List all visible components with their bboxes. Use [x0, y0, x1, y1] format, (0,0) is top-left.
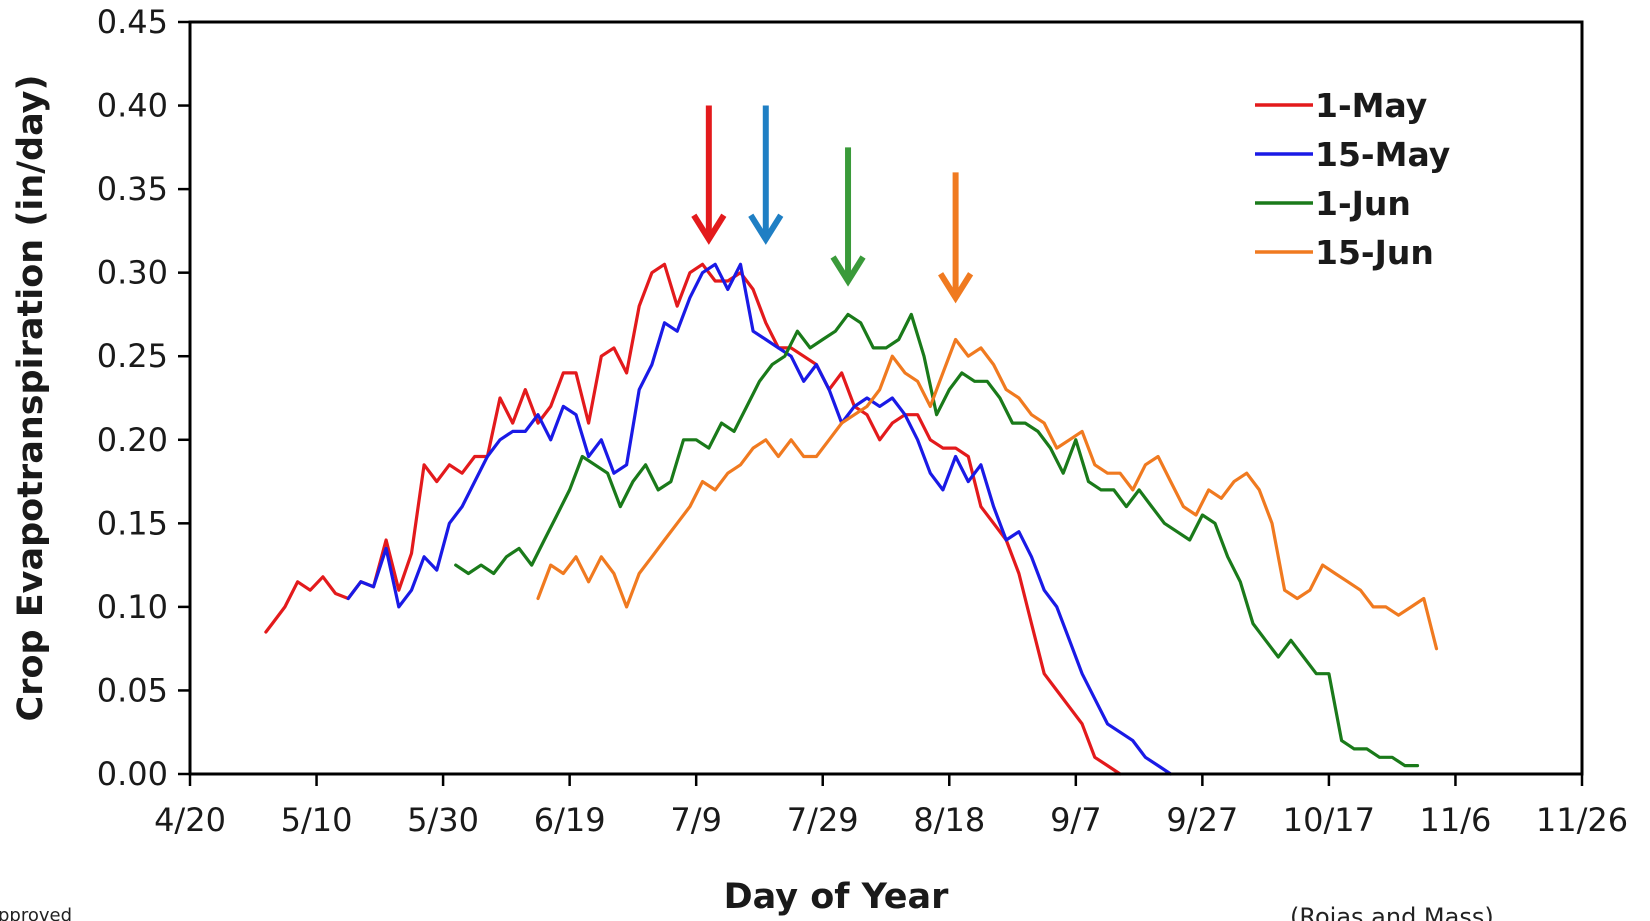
x-tick-label: 5/30 [407, 801, 479, 839]
annotation-arrows [691, 105, 974, 304]
corner-text: pproved [0, 905, 72, 921]
legend-item-15-jun: 15-Jun [1255, 233, 1434, 272]
series-line-15-jun [536, 337, 1439, 651]
legend-item-15-may: 15-May [1255, 135, 1450, 174]
x-tick-label: 7/29 [787, 801, 859, 839]
peak-arrow-3 [830, 147, 866, 287]
arrow-head [691, 213, 727, 245]
legend-label: 1-Jun [1315, 184, 1411, 223]
peak-arrow-4 [938, 172, 974, 304]
y-tick-label: 0.45 [97, 3, 168, 41]
peak-arrow-2 [748, 105, 784, 245]
y-tick-label: 0.00 [97, 755, 168, 793]
y-tick-label: 0.40 [97, 87, 168, 125]
legend-label: 15-May [1315, 135, 1450, 174]
y-axis-ticks: 0.00 0.05 0.10 0.15 0.20 0.25 0.30 0.35 0.40 0.45 [97, 3, 190, 793]
y-axis-title: Crop Evapotranspiration (in/day) [11, 75, 51, 722]
series-line-15-may [346, 262, 1173, 776]
legend-item-1-may: 1-May [1255, 86, 1427, 125]
y-tick-label: 0.25 [97, 337, 168, 375]
x-axis-ticks: 4/20 5/10 5/30 6/19 7/9 7/29 8/18 9/7 9/27 10/17 1… [154, 774, 1628, 839]
x-axis-title: Day of Year [724, 877, 950, 917]
y-tick-label: 0.20 [97, 421, 168, 459]
x-tick-label: 8/18 [913, 801, 985, 839]
legend-label: 1-May [1315, 86, 1427, 125]
series-layer [264, 262, 1439, 776]
x-tick-label: 4/20 [154, 801, 226, 839]
arrow-head [748, 213, 784, 245]
x-tick-label: 9/27 [1166, 801, 1238, 839]
x-tick-label: 11/26 [1536, 801, 1628, 839]
peak-arrow-1 [691, 105, 727, 245]
y-tick-label: 0.10 [97, 588, 168, 626]
x-tick-label: 7/9 [670, 801, 722, 839]
series-line-1-jun [454, 312, 1420, 768]
y-tick-label: 0.05 [97, 671, 168, 709]
y-tick-label: 0.35 [97, 170, 168, 208]
legend: 1-May 15-May 1-Jun 15-Jun [1255, 86, 1450, 272]
legend-label: 15-Jun [1315, 233, 1434, 272]
credit-text: (Rojas and Mass) [1290, 903, 1494, 921]
y-tick-label: 0.15 [97, 504, 168, 542]
legend-item-1-jun: 1-Jun [1255, 184, 1411, 223]
x-tick-label: 9/7 [1050, 801, 1102, 839]
arrow-head [830, 255, 866, 287]
x-tick-label: 5/10 [281, 801, 353, 839]
x-tick-label: 6/19 [534, 801, 606, 839]
y-tick-label: 0.30 [97, 254, 168, 292]
plot-area-frame [188, 20, 1584, 776]
x-tick-label: 10/17 [1283, 801, 1375, 839]
series-line-1-may [264, 262, 1122, 776]
arrow-head [938, 272, 974, 304]
x-tick-label: 11/6 [1420, 801, 1492, 839]
